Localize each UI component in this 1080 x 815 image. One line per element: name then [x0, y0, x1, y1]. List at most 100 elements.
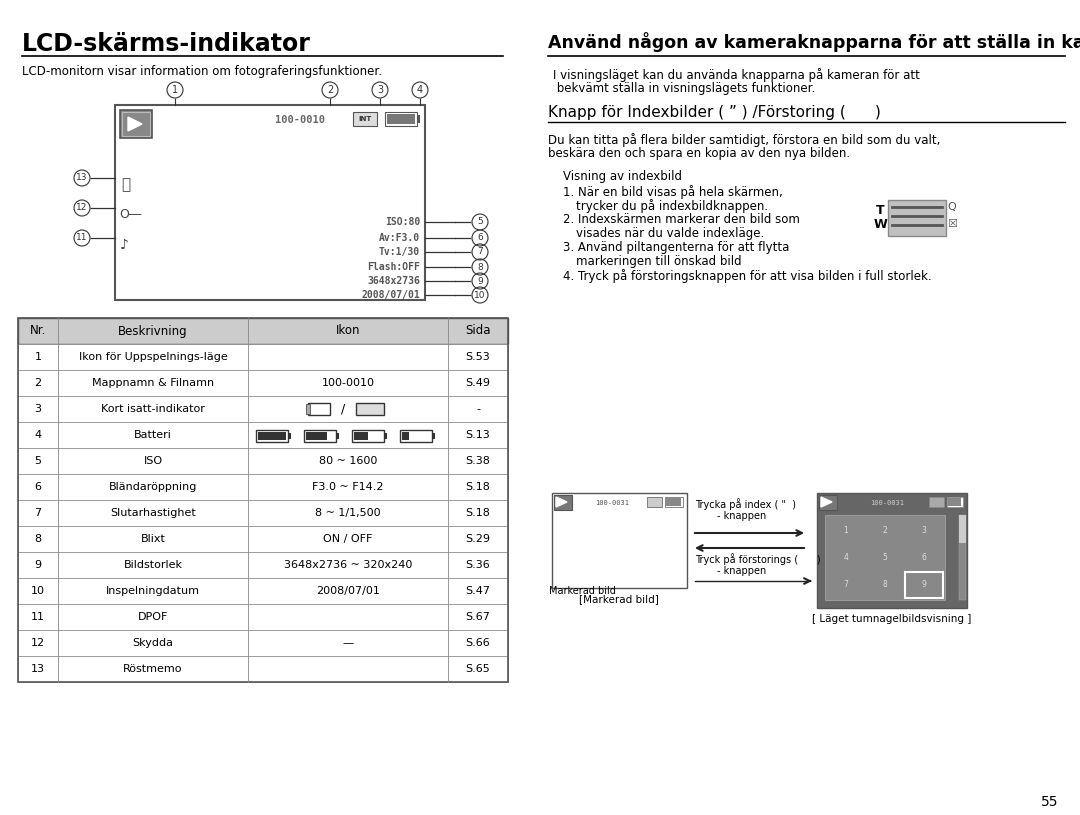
Bar: [948, 498, 961, 506]
Bar: [18, 448, 508, 474]
Text: Knapp för Indexbilder ( ” ) /Förstoring (      ): Knapp för Indexbilder ( ” ) /Förstoring …: [548, 105, 881, 120]
Text: 3648x2736: 3648x2736: [367, 276, 420, 286]
Bar: [18, 344, 508, 370]
Circle shape: [472, 244, 488, 260]
Text: 5: 5: [882, 553, 888, 562]
Circle shape: [472, 230, 488, 246]
Bar: [816, 493, 967, 608]
Text: 8: 8: [882, 580, 888, 589]
Text: 1: 1: [843, 526, 849, 535]
Bar: [947, 497, 963, 507]
Text: 1: 1: [35, 352, 41, 362]
Bar: [306, 404, 310, 414]
Bar: [825, 515, 945, 600]
Text: Flash:OFF: Flash:OFF: [367, 262, 420, 272]
Bar: [288, 433, 291, 439]
Text: beskära den och spara en kopia av den nya bilden.: beskära den och spara en kopia av den ny…: [548, 147, 850, 160]
Bar: [647, 497, 662, 507]
Bar: [402, 432, 409, 440]
Circle shape: [75, 230, 90, 246]
Bar: [867, 573, 903, 597]
Bar: [18, 656, 508, 682]
Text: IN: IN: [651, 500, 657, 504]
Text: 8: 8: [477, 262, 483, 271]
Bar: [122, 112, 150, 136]
Bar: [554, 495, 572, 510]
Text: 2: 2: [882, 526, 888, 535]
Bar: [120, 110, 152, 138]
Text: Tryck på förstorings (      ): Tryck på förstorings ( ): [696, 553, 821, 565]
Text: 100-0010: 100-0010: [275, 115, 325, 125]
Bar: [18, 526, 508, 552]
Text: 13: 13: [31, 664, 45, 674]
Text: 12: 12: [31, 638, 45, 648]
Text: 10: 10: [31, 586, 45, 596]
Text: 3: 3: [35, 404, 41, 414]
Circle shape: [75, 200, 90, 216]
Text: 12: 12: [77, 204, 87, 213]
Text: ON / OFF: ON / OFF: [323, 534, 373, 544]
Circle shape: [167, 82, 183, 98]
Bar: [258, 432, 286, 440]
Bar: [665, 497, 683, 507]
Text: 100-0031: 100-0031: [870, 500, 904, 506]
Text: S.29: S.29: [465, 534, 490, 544]
Text: 5: 5: [35, 456, 41, 466]
Text: 8: 8: [35, 534, 41, 544]
Text: Q: Q: [947, 202, 957, 212]
Bar: [959, 515, 966, 600]
Circle shape: [322, 82, 338, 98]
Bar: [18, 474, 508, 500]
Text: Markerad bild: Markerad bild: [549, 586, 616, 596]
Text: S.66: S.66: [465, 638, 490, 648]
Bar: [18, 500, 508, 526]
Text: 5: 5: [477, 218, 483, 227]
Text: ISO: ISO: [144, 456, 163, 466]
Text: Av:F3.0: Av:F3.0: [379, 233, 420, 243]
Bar: [18, 396, 508, 422]
Bar: [888, 200, 946, 236]
Text: Nr.: Nr.: [30, 324, 46, 337]
Text: S.18: S.18: [465, 482, 490, 492]
Text: Beskrivning: Beskrivning: [118, 324, 188, 337]
Text: Röstmemo: Röstmemo: [123, 664, 183, 674]
Bar: [18, 318, 508, 682]
Bar: [18, 318, 508, 344]
Text: 4: 4: [417, 85, 423, 95]
Text: 100-0031: 100-0031: [595, 500, 629, 506]
Text: Mappnamn & Filnamn: Mappnamn & Filnamn: [92, 378, 214, 388]
Text: 3. Använd piltangenterna för att flytta: 3. Använd piltangenterna för att flytta: [563, 241, 789, 254]
Text: bekvämt ställa in visningslägets funktioner.: bekvämt ställa in visningslägets funktio…: [553, 82, 815, 95]
Bar: [353, 112, 377, 126]
Bar: [828, 573, 864, 597]
Bar: [18, 604, 508, 630]
Text: S.67: S.67: [465, 612, 490, 622]
Text: Kort isatt-indikator: Kort isatt-indikator: [102, 404, 205, 414]
Bar: [18, 422, 508, 448]
Text: 2. Indexskärmen markerar den bild som: 2. Indexskärmen markerar den bild som: [563, 213, 800, 226]
Text: 2: 2: [35, 378, 41, 388]
Text: visades när du valde indexläge.: visades när du valde indexläge.: [576, 227, 765, 240]
Circle shape: [75, 170, 90, 186]
Circle shape: [372, 82, 388, 98]
Text: markeringen till önskad bild: markeringen till önskad bild: [576, 255, 742, 268]
Text: Skydda: Skydda: [133, 638, 174, 648]
Text: 1: 1: [172, 85, 178, 95]
Text: Ikon: Ikon: [336, 324, 361, 337]
Text: 80 ~ 1600: 80 ~ 1600: [319, 456, 377, 466]
Text: S.47: S.47: [465, 586, 490, 596]
Text: trycker du på indexbildknappen.: trycker du på indexbildknappen.: [576, 199, 768, 213]
Text: 4. Tryck på förstoringsknappen för att visa bilden i full storlek.: 4. Tryck på förstoringsknappen för att v…: [563, 269, 932, 283]
Text: 3: 3: [377, 85, 383, 95]
Text: —: —: [342, 638, 353, 648]
Circle shape: [472, 287, 488, 303]
Text: 55: 55: [1041, 795, 1058, 809]
Circle shape: [472, 273, 488, 289]
Text: 3648x2736 ~ 320x240: 3648x2736 ~ 320x240: [284, 560, 413, 570]
Text: Använd någon av kameraknapparna för att ställa in kameran: Använd någon av kameraknapparna för att …: [548, 32, 1080, 52]
Text: 2: 2: [327, 85, 333, 95]
Text: ♪: ♪: [120, 238, 129, 252]
Bar: [828, 518, 864, 542]
Text: Bildstorlek: Bildstorlek: [123, 560, 183, 570]
Polygon shape: [556, 497, 567, 507]
